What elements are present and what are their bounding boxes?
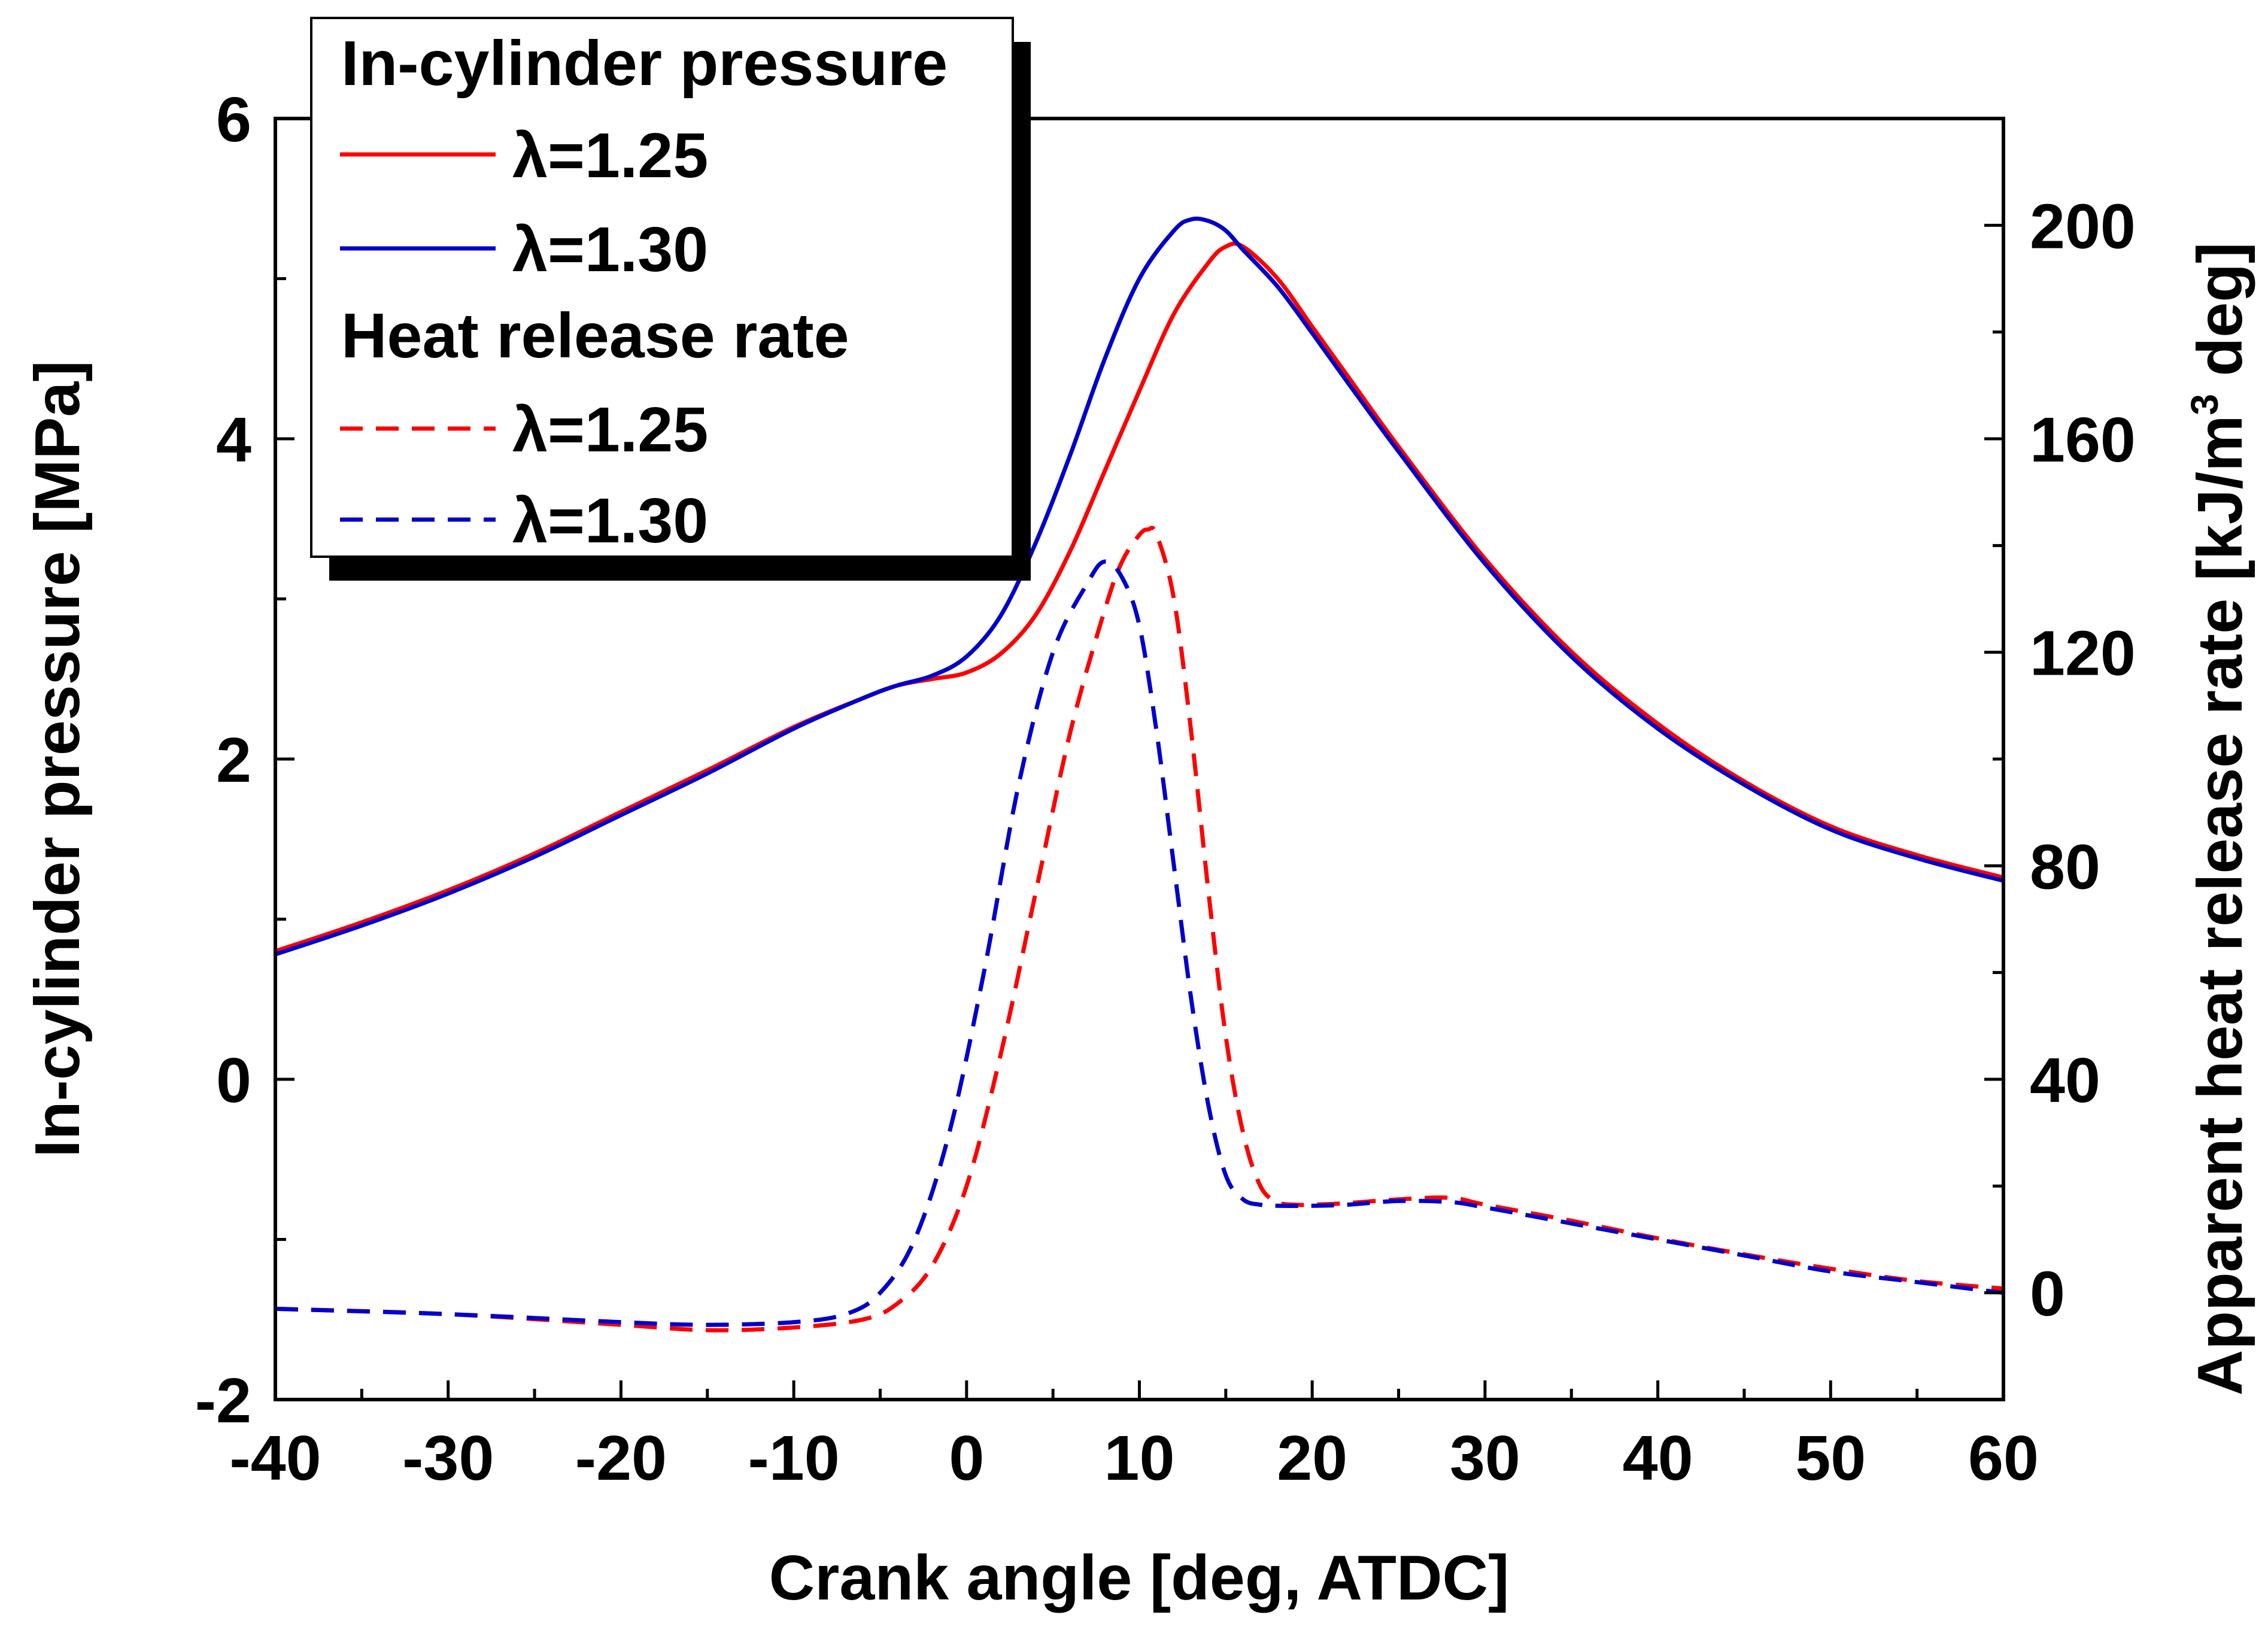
x-tick-label: -30 <box>402 1423 494 1494</box>
series-line-0 <box>274 241 2004 954</box>
x-tick-label: -40 <box>229 1423 321 1494</box>
series-layer <box>274 216 2004 1333</box>
legend-label-pressure-1-30: λ=1.30 <box>512 214 708 285</box>
legend-title-pressure: In-cylinder pressure <box>341 28 948 99</box>
legend-box <box>310 17 1014 558</box>
series-line-2 <box>275 526 2004 1333</box>
legend-label-heat-1-25: λ=1.25 <box>512 394 708 465</box>
legend-label-pressure-1-25: λ=1.25 <box>512 120 708 191</box>
series-line-1 <box>274 216 2004 957</box>
x-tick-label: 20 <box>1277 1423 1347 1494</box>
legend-label-heat-1-30: λ=1.30 <box>512 485 708 556</box>
y-right-tick-label: 0 <box>2030 1259 2065 1330</box>
y-right-axis-title-superscript: 3 <box>2183 394 2226 415</box>
y-left-axis-title: In-cylinder pressure [MPa] <box>22 360 93 1157</box>
x-tick-label: -20 <box>575 1423 667 1494</box>
x-axis-title: Crank angle [deg, ATDC] <box>769 1543 1510 1613</box>
x-tick-label: 10 <box>1104 1423 1175 1494</box>
y-right-tick-label: 120 <box>2030 618 2136 689</box>
x-tick-label: 30 <box>1450 1423 1520 1494</box>
y-left-tick-label: 0 <box>216 1045 251 1116</box>
y-right-axis-title-main: Apparent heat release rate [kJ/m <box>2185 415 2255 1395</box>
legend-title-heat-release: Heat release rate <box>341 301 849 371</box>
x-tick-label: 0 <box>949 1423 984 1494</box>
x-tick-label: -10 <box>748 1423 839 1494</box>
y-left-tick-label: 6 <box>216 84 251 155</box>
series-line-3 <box>275 559 2004 1327</box>
y-right-tick-label: 200 <box>2030 191 2136 262</box>
legend: In-cylinder pressure λ=1.25 λ=1.30 Heat … <box>310 17 1031 581</box>
y-right-tick-label: 40 <box>2030 1045 2100 1116</box>
x-tick-label: 50 <box>1795 1423 1866 1494</box>
ticks-layer: -40 -30 -20 -10 0 10 20 30 40 50 60-20246040801201… <box>195 84 2136 1494</box>
y-right-tick-label: 80 <box>2030 831 2100 902</box>
y-left-tick-label: 2 <box>216 725 251 796</box>
y-right-tick-label: 160 <box>2030 405 2136 475</box>
x-tick-label: 60 <box>1968 1423 2039 1494</box>
y-left-tick-label: -2 <box>195 1365 251 1436</box>
x-tick-label: 40 <box>1623 1423 1693 1494</box>
y-right-axis-title-tail: deg] <box>2185 242 2255 394</box>
y-right-axis-title: Apparent heat release rate [kJ/m3 deg] <box>2183 242 2255 1396</box>
y-left-tick-label: 4 <box>216 405 251 475</box>
